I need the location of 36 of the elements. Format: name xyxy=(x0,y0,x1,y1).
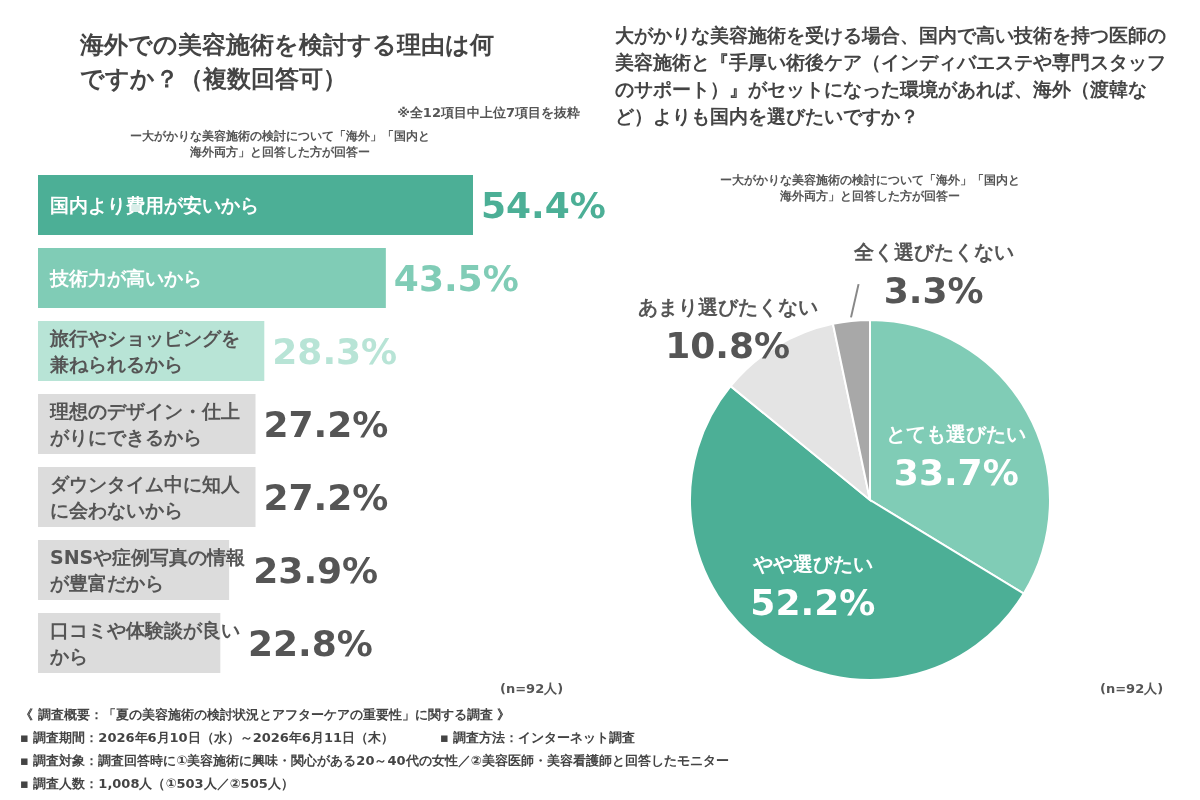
y-tick-label: 理想のデザイン・仕上がりにできるから xyxy=(50,399,241,450)
chart-subtitle: ー大がかりな美容施術の検討について「海外」「国内と海外両方」と回答した方が回答ー xyxy=(130,128,430,160)
y-tick-label: SNSや症例写真の情報が豊富だから xyxy=(50,545,247,596)
bar xyxy=(38,248,386,308)
slice-label: やや選びたい xyxy=(751,551,873,576)
chart-title: 大がかりな美容施術を受ける場合、国内で高い技術を持つ医師の美容施術と『手厚い術後ケア（インディバエステや専門スタッフのサポート）』がセットになった環境があれば、海外（渡韓など）よりも国内を選びたいですか？ xyxy=(615,23,1167,129)
text: ▪ 調査対象：調査回答時に①美容施術に興味・関心がある20～40代の女性／②美容医師・美容看護師と回答したモニター xyxy=(20,752,729,770)
text: ▪ 調査期間：2026年6月10日（水）～2026年6月11日（木） xyxy=(20,729,394,747)
data-label: 22.8% xyxy=(248,623,373,664)
y-tick-label: 口コミや体験談が良いから xyxy=(50,619,240,667)
slice-label: あまり選びたくない xyxy=(637,295,818,320)
text: (n=92人) xyxy=(1100,680,1165,698)
data-label: 3.3% xyxy=(883,270,984,312)
y-tick-label: 技術力が高いから xyxy=(50,266,203,291)
text: ▪ 調査人数：1,008人（①503人／②505人） xyxy=(20,775,294,793)
data-label: 52.2% xyxy=(750,581,876,623)
chart-subtitle: ー大がかりな美容施術の検討について「海外」「国内と海外両方」と回答した方が回答ー xyxy=(720,172,1020,204)
bar xyxy=(38,175,473,235)
data-label: 10.8% xyxy=(665,325,791,367)
data-label: 28.3% xyxy=(272,331,398,372)
text: 《 調査概要：「夏の美容施術の検討状況とアフターケアの重要性」に関する調査 》 xyxy=(20,706,511,724)
y-tick-label: 国内より費用が安いから xyxy=(50,193,260,218)
text: (n=92人) xyxy=(500,680,565,698)
data-label: 23.9% xyxy=(253,550,379,591)
data-label: 27.2% xyxy=(263,404,389,445)
data-label: 54.4% xyxy=(481,185,606,226)
data-label: 33.7% xyxy=(893,452,1019,494)
data-label: 27.2% xyxy=(263,477,389,518)
data-label: 43.5% xyxy=(393,258,519,299)
slice-label: 全く選びたくない xyxy=(852,240,1014,265)
text: ※全12項目中上位7項目を抜粋 xyxy=(396,104,580,122)
y-tick-label: ダウンタイム中に知人に会わないから xyxy=(50,472,241,523)
text: ▪ 調査方法：インターネット調査 xyxy=(440,729,636,747)
y-tick-label: 旅行やショッピングを兼ねられるから xyxy=(50,326,241,377)
slice-label: とても選びたい xyxy=(886,422,1027,447)
chart-title: 海外での美容施術を検討する理由は何ですか？（複数回答可） xyxy=(80,30,495,95)
